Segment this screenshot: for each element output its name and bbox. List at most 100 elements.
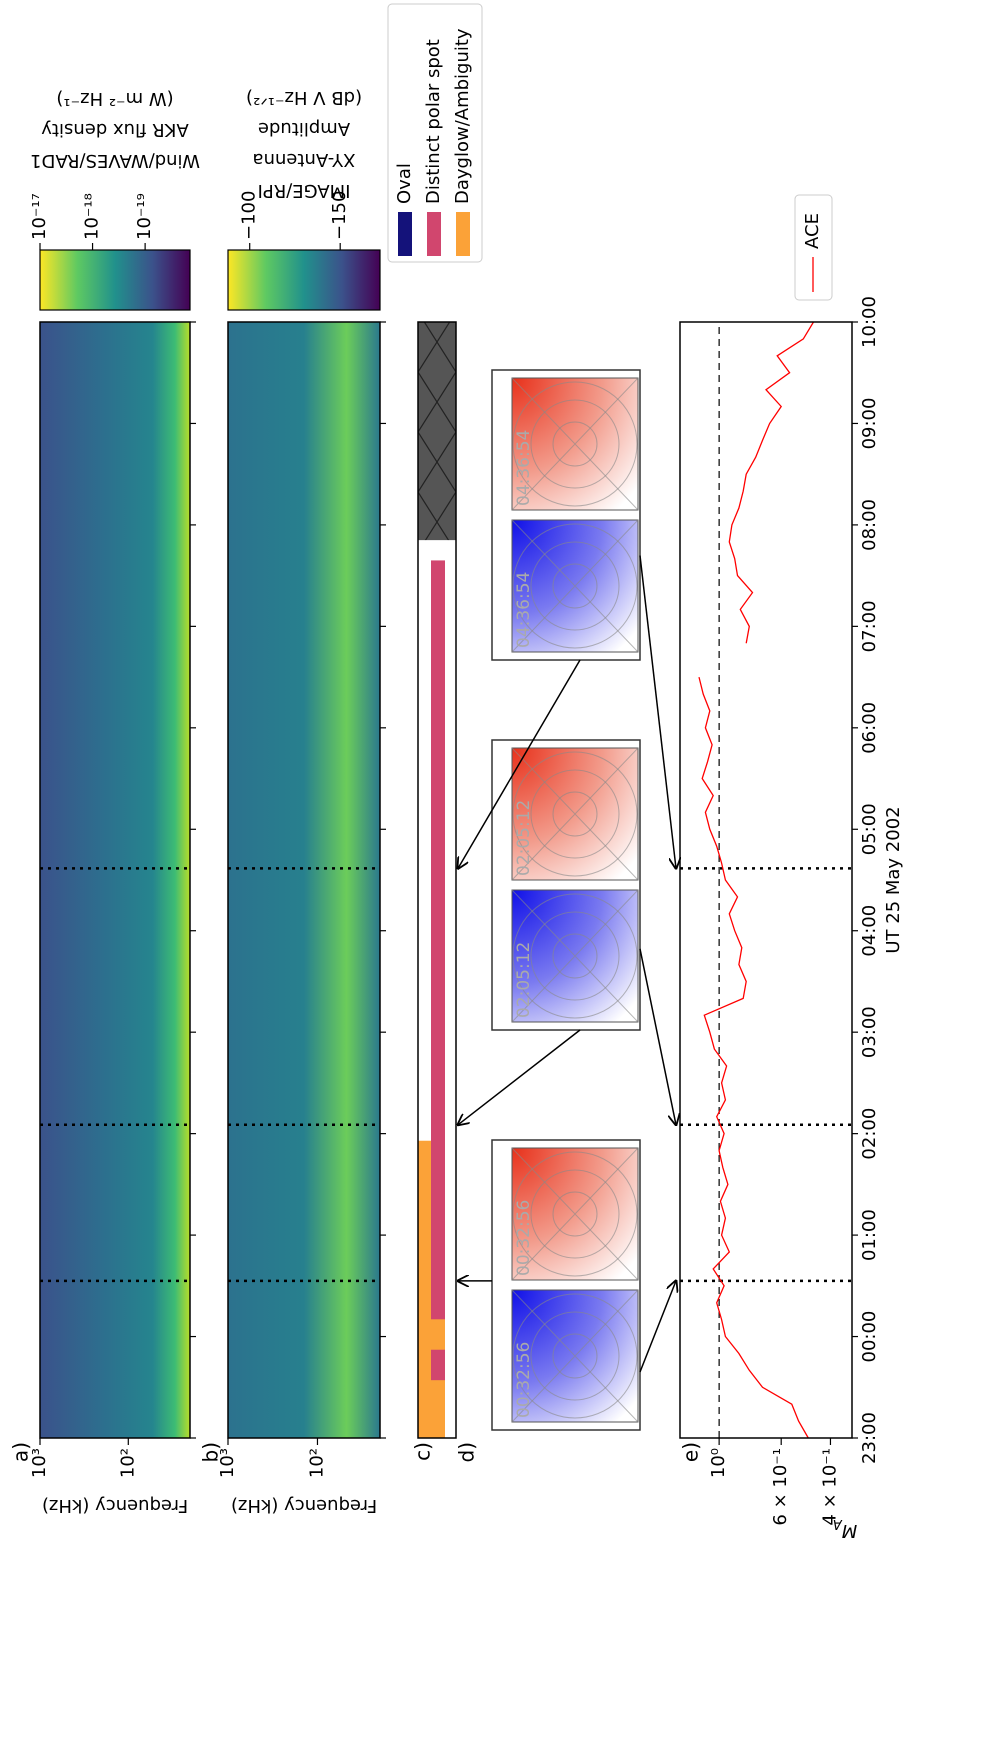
inset-time: 00:32:56: [514, 1342, 534, 1418]
legend-label: Distinct polar spot: [423, 39, 444, 204]
colorbar: [39, 249, 191, 311]
panel-label: a): [9, 1442, 33, 1462]
y-tick-label: 10²: [306, 1448, 327, 1478]
polar-grid: [512, 751, 638, 877]
panel-label: b): [199, 1442, 223, 1463]
colorbar-tick-label: 10⁻¹⁷: [29, 193, 50, 240]
polar-grid: [512, 381, 638, 507]
arrow: [458, 1029, 581, 1125]
polar-grid: [511, 519, 639, 653]
polar-grid: [511, 889, 639, 1023]
y-axis-label-main: M: [841, 1520, 857, 1541]
y-axis-label: Frequency (kHz): [42, 1495, 188, 1516]
interval: [431, 560, 445, 1320]
colorbar-tick-label: −100: [239, 191, 260, 240]
x-tick-label: 01:00: [859, 1209, 880, 1261]
inset-time: 00:32:56: [514, 1200, 534, 1276]
interval: [431, 1349, 445, 1381]
y-tick-label: 10⁰: [708, 1448, 729, 1478]
legend-box: [794, 194, 833, 301]
inset-time: 04:36:54: [514, 430, 534, 506]
legend-swatch: [398, 212, 412, 256]
x-tick-label: 05:00: [859, 803, 880, 855]
y-axis-label-sub: A: [833, 1517, 843, 1532]
y-axis-label: Frequency (kHz): [231, 1495, 377, 1516]
polar-grid: [530, 911, 620, 1001]
arrow: [458, 659, 581, 868]
spectrogram: [40, 322, 190, 1438]
x-tick-label: 08:00: [859, 499, 880, 551]
x-axis-label: UT 25 May 2002: [883, 806, 904, 953]
x-tick-label: 09:00: [859, 398, 880, 450]
x-tick-label: 06:00: [859, 702, 880, 754]
x-tick-label: 02:00: [859, 1108, 880, 1160]
colorbar-label: Wind/WAVES/RAD1: [30, 150, 200, 171]
colorbar-label: (dB V Hz⁻¹ᐟ²): [246, 87, 362, 108]
inset-time: 04:36:54: [514, 572, 534, 648]
y-tick-label: 10²: [117, 1448, 138, 1478]
colorbar-label: XY-Antenna: [253, 149, 356, 170]
polar-grid: [511, 1289, 639, 1423]
data-line: [698, 321, 815, 1439]
polar-grid: [530, 1311, 620, 1401]
inset-time: 02:05:12: [514, 800, 534, 876]
panel-label: e): [679, 1442, 703, 1462]
x-tick-label: 03:00: [859, 1006, 880, 1058]
panel-frame: [679, 321, 853, 1439]
colorbar: [227, 249, 381, 311]
x-tick-label: 10:00: [859, 296, 880, 348]
panel-label: c): [411, 1442, 435, 1461]
polar-grid: [552, 791, 598, 837]
x-tick-label: 04:00: [859, 905, 880, 957]
polar-grid: [552, 1191, 598, 1237]
polar-grid: [511, 377, 639, 511]
polar-grid: [552, 933, 598, 979]
polar-grid: [511, 1147, 639, 1281]
legend-label: Oval: [394, 163, 415, 204]
x-tick-label: 07:00: [859, 600, 880, 652]
y-axis-label: MA: [833, 1517, 857, 1542]
colorbar-tick-label: 10⁻¹⁹: [134, 193, 155, 240]
legend-swatch: [456, 212, 470, 256]
colorbar-label: IMAGE/RPI: [258, 180, 351, 201]
polar-grid: [530, 399, 620, 489]
y-tick-label: 10³: [29, 1448, 50, 1478]
x-tick-label: 23:00: [859, 1412, 880, 1464]
polar-grid: [530, 769, 620, 859]
legend-swatch: [427, 212, 441, 256]
polar-grid: [552, 563, 598, 609]
panel-frame: [39, 321, 191, 1439]
inset-time: 02:05:12: [514, 942, 534, 1018]
polar-grid: [512, 1151, 638, 1277]
polar-grid: [512, 893, 638, 1019]
panel-frame: [227, 321, 381, 1439]
y-tick-label: 6 × 10⁻¹: [770, 1448, 791, 1526]
x-tick-label: 00:00: [859, 1311, 880, 1363]
figure-body: 10³ 10² Frequency (kHz) 10⁻¹⁷ 10⁻¹⁸ 10⁻¹⁹ Wind…: [9, 3, 904, 1542]
panel-label: d): [455, 1442, 479, 1463]
polar-grid: [552, 1333, 598, 1379]
colorbar-label: Amplitude: [258, 118, 350, 139]
arrow: [639, 555, 676, 869]
polar-grid: [512, 1293, 638, 1419]
arrow: [639, 948, 676, 1125]
y-tick-label: 10³: [217, 1448, 238, 1478]
colorbar-tick-label: −150: [329, 191, 350, 240]
colorbar-label: AKR flux density: [41, 119, 189, 140]
colorbar-label: (W m⁻² Hz⁻¹): [56, 88, 173, 109]
spectrogram: [228, 322, 380, 1438]
y-tick-label: 4 × 10⁻¹: [819, 1448, 840, 1526]
polar-grid: [530, 1169, 620, 1259]
polar-grid: [512, 523, 638, 649]
colorbar-tick-label: 10⁻¹⁸: [82, 193, 103, 240]
legend-label: Dayglow/Ambiguity: [452, 28, 473, 204]
polar-grid: [552, 421, 598, 467]
data-gap: [418, 322, 456, 541]
panel-frame: [417, 321, 457, 1439]
legend-label: ACE: [802, 213, 823, 249]
legend-box: [387, 3, 483, 263]
polar-grid: [511, 747, 639, 881]
polar-grid: [530, 541, 620, 631]
arrow: [639, 1281, 676, 1373]
